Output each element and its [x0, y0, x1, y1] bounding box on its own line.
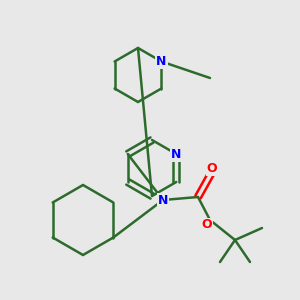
- Text: O: O: [202, 218, 212, 232]
- Text: N: N: [171, 148, 181, 160]
- Text: N: N: [158, 194, 168, 206]
- Text: N: N: [156, 55, 167, 68]
- Text: O: O: [207, 161, 217, 175]
